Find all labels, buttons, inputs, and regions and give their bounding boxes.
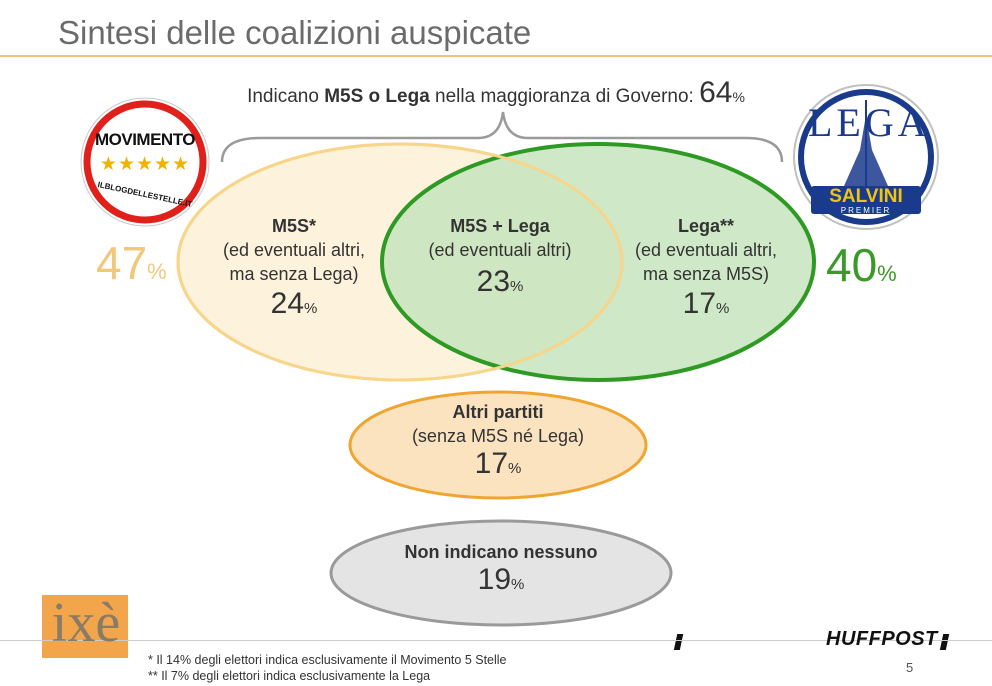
movimento-logo (80, 97, 210, 227)
nessuno-ellipse (329, 519, 673, 627)
top-label-suffix: nella maggioranza di Governo: (429, 86, 700, 107)
group-nessuno: Non indicano nessuno 19% (361, 540, 641, 597)
page-number: 5 (906, 660, 914, 675)
group-altri: Altri partiti (senza M5S né Lega) 17% (378, 400, 618, 481)
ixe-logo-box (42, 595, 128, 658)
top-label-prefix: Indicano (247, 86, 325, 107)
group-m5s-only-line1: (ed eventuali altri, (222, 240, 366, 260)
group-lega-only-line1: (ed eventuali altri, (634, 240, 778, 260)
group-both-title: M5S + Lega (450, 216, 550, 236)
group-both-value: 23 (476, 265, 511, 298)
brace-icon (220, 111, 784, 163)
group-lega-only-value: 17 (682, 287, 717, 320)
top-label-unit: % (732, 89, 745, 105)
lega-total-value: 40 (826, 239, 878, 291)
m5s-total: 47% (96, 236, 167, 290)
group-lega-only: Lega** (ed eventuali altri, ma senza M5S… (606, 214, 806, 321)
m5s-total-unit: % (147, 259, 167, 284)
top-summary-label: Indicano M5S o Lega nella maggioranza di… (0, 76, 992, 110)
group-both-unit: % (510, 278, 524, 295)
group-m5s-only-title: M5S* (271, 216, 316, 236)
group-altri-unit: % (508, 460, 522, 477)
m5s-total-value: 47 (96, 237, 148, 289)
footer-divider (0, 640, 992, 641)
top-label-value: 64 (699, 76, 733, 109)
group-nessuno-unit: % (511, 576, 525, 593)
movimento-logo-text: MOVIMENTO (94, 130, 196, 149)
group-lega-only-line2: ma senza M5S) (642, 264, 770, 284)
group-both: M5S + Lega (ed eventuali altri) 23% (400, 214, 600, 299)
lega-logo-sub: PREMIER (840, 206, 892, 215)
slide-title: Sintesi delle coalizioni auspicate (58, 14, 532, 51)
lega-total-unit: % (877, 261, 897, 286)
m5s-ellipse-outline (176, 142, 624, 382)
movimento-stars-icon: ★★★★★ (99, 154, 191, 175)
huffpost-slash-right (939, 634, 950, 650)
top-label-bold: M5S o Lega (324, 86, 430, 107)
group-both-line1: (ed eventuali altri) (428, 240, 572, 260)
lega-total: 40% (826, 238, 897, 292)
group-altri-value: 17 (474, 447, 509, 480)
group-lega-only-unit: % (716, 300, 730, 317)
footnote-1: * Il 14% degli elettori indica esclusiva… (148, 653, 507, 667)
group-m5s-only-line2: ma senza Lega) (229, 264, 359, 284)
lega-logo (793, 84, 939, 230)
huffpost-logo: HUFFPOST (826, 628, 938, 650)
lega-ellipse (380, 142, 816, 382)
lega-logo-word: LEGA (808, 100, 931, 145)
lega-logo-banner: SALVINI (829, 186, 903, 207)
group-nessuno-value: 19 (477, 563, 512, 596)
footnotes: * Il 14% degli elettori indica esclusiva… (148, 652, 507, 684)
group-altri-line1: (senza M5S né Lega) (411, 426, 585, 446)
title-divider (0, 55, 992, 57)
group-lega-only-title: Lega** (677, 216, 735, 236)
footnote-2: ** Il 7% degli elettori indica esclusiva… (148, 669, 431, 683)
group-m5s-only: M5S* (ed eventuali altri, ma senza Lega)… (196, 214, 392, 321)
group-altri-title: Altri partiti (452, 402, 544, 422)
ixe-logo: ixè (51, 592, 121, 654)
group-nessuno-title: Non indicano nessuno (404, 542, 598, 562)
altri-ellipse (348, 390, 648, 500)
huffpost-slash-left (673, 634, 684, 650)
group-m5s-only-value: 24 (270, 287, 305, 320)
group-m5s-only-unit: % (304, 300, 318, 317)
